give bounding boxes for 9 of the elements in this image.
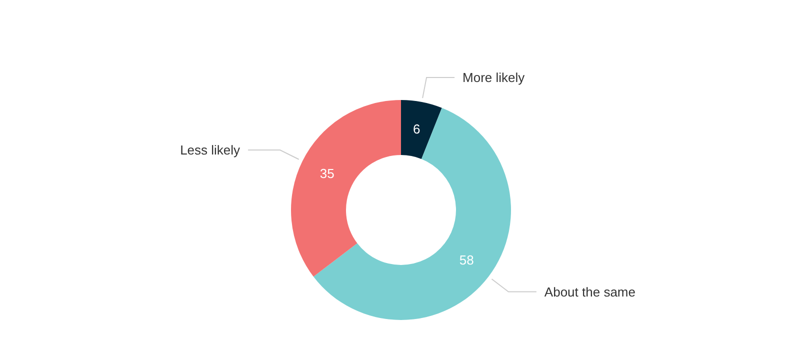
slice-label: More likely xyxy=(462,70,526,85)
slice-label: Less likely xyxy=(180,142,241,158)
donut-slice xyxy=(401,100,442,159)
data-label: 6 xyxy=(412,122,420,137)
slice-label: About the same xyxy=(544,284,636,300)
donut-slice xyxy=(291,100,401,277)
data-label: 58 xyxy=(459,252,474,268)
donut-slice xyxy=(313,108,511,320)
data-label: 35 xyxy=(320,166,334,181)
